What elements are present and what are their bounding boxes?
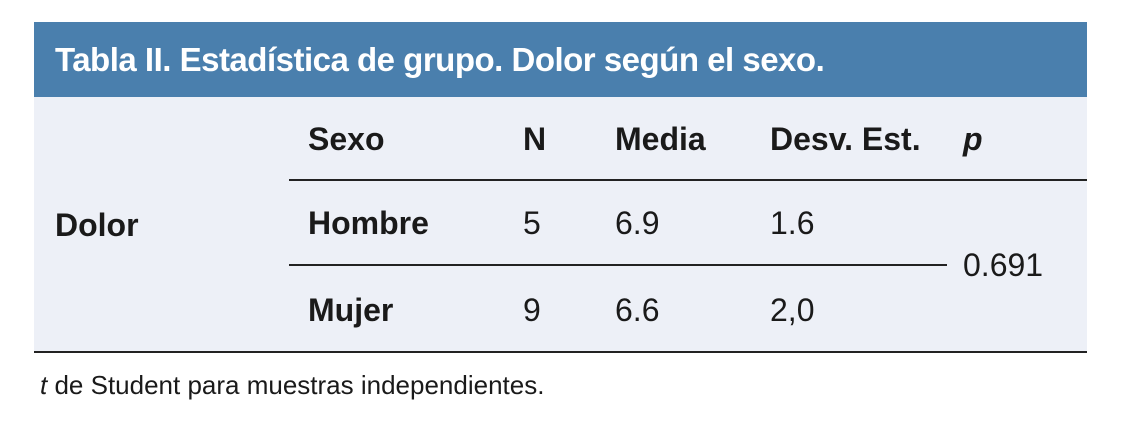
table-bottom-line xyxy=(34,351,1087,353)
cell-row1-sexo: Hombre xyxy=(308,205,429,241)
header-divider-line xyxy=(289,179,1087,181)
table-body: Sexo N Media Desv. Est. p Dolor Hombre 5… xyxy=(34,97,1087,353)
header-desv-est: Desv. Est. xyxy=(770,121,921,157)
table-title-bar: Tabla II. Estadística de grupo. Dolor se… xyxy=(34,22,1087,97)
footnote-text: de Student para muestras independientes. xyxy=(47,370,545,400)
cell-row2-n: 9 xyxy=(523,292,541,328)
cell-row2-sexo: Mujer xyxy=(308,292,394,328)
header-p: p xyxy=(963,121,983,157)
cell-row1-desv: 1.6 xyxy=(770,205,815,241)
cell-p-value: 0.691 xyxy=(963,247,1044,283)
cell-row2-media: 6.6 xyxy=(615,292,660,328)
header-sexo: Sexo xyxy=(308,121,385,157)
row-group-label-dolor: Dolor xyxy=(55,207,139,243)
footnote-t-symbol: t xyxy=(40,370,48,400)
table-footnote: t de Student para muestras independiente… xyxy=(40,371,544,400)
cell-row1-media: 6.9 xyxy=(615,205,660,241)
cell-row1-n: 5 xyxy=(523,205,541,241)
header-media: Media xyxy=(615,121,706,157)
row-divider-line xyxy=(289,264,947,266)
cell-row2-desv: 2,0 xyxy=(770,292,815,328)
header-n: N xyxy=(523,121,547,157)
table-title: Tabla II. Estadística de grupo. Dolor se… xyxy=(55,40,825,78)
